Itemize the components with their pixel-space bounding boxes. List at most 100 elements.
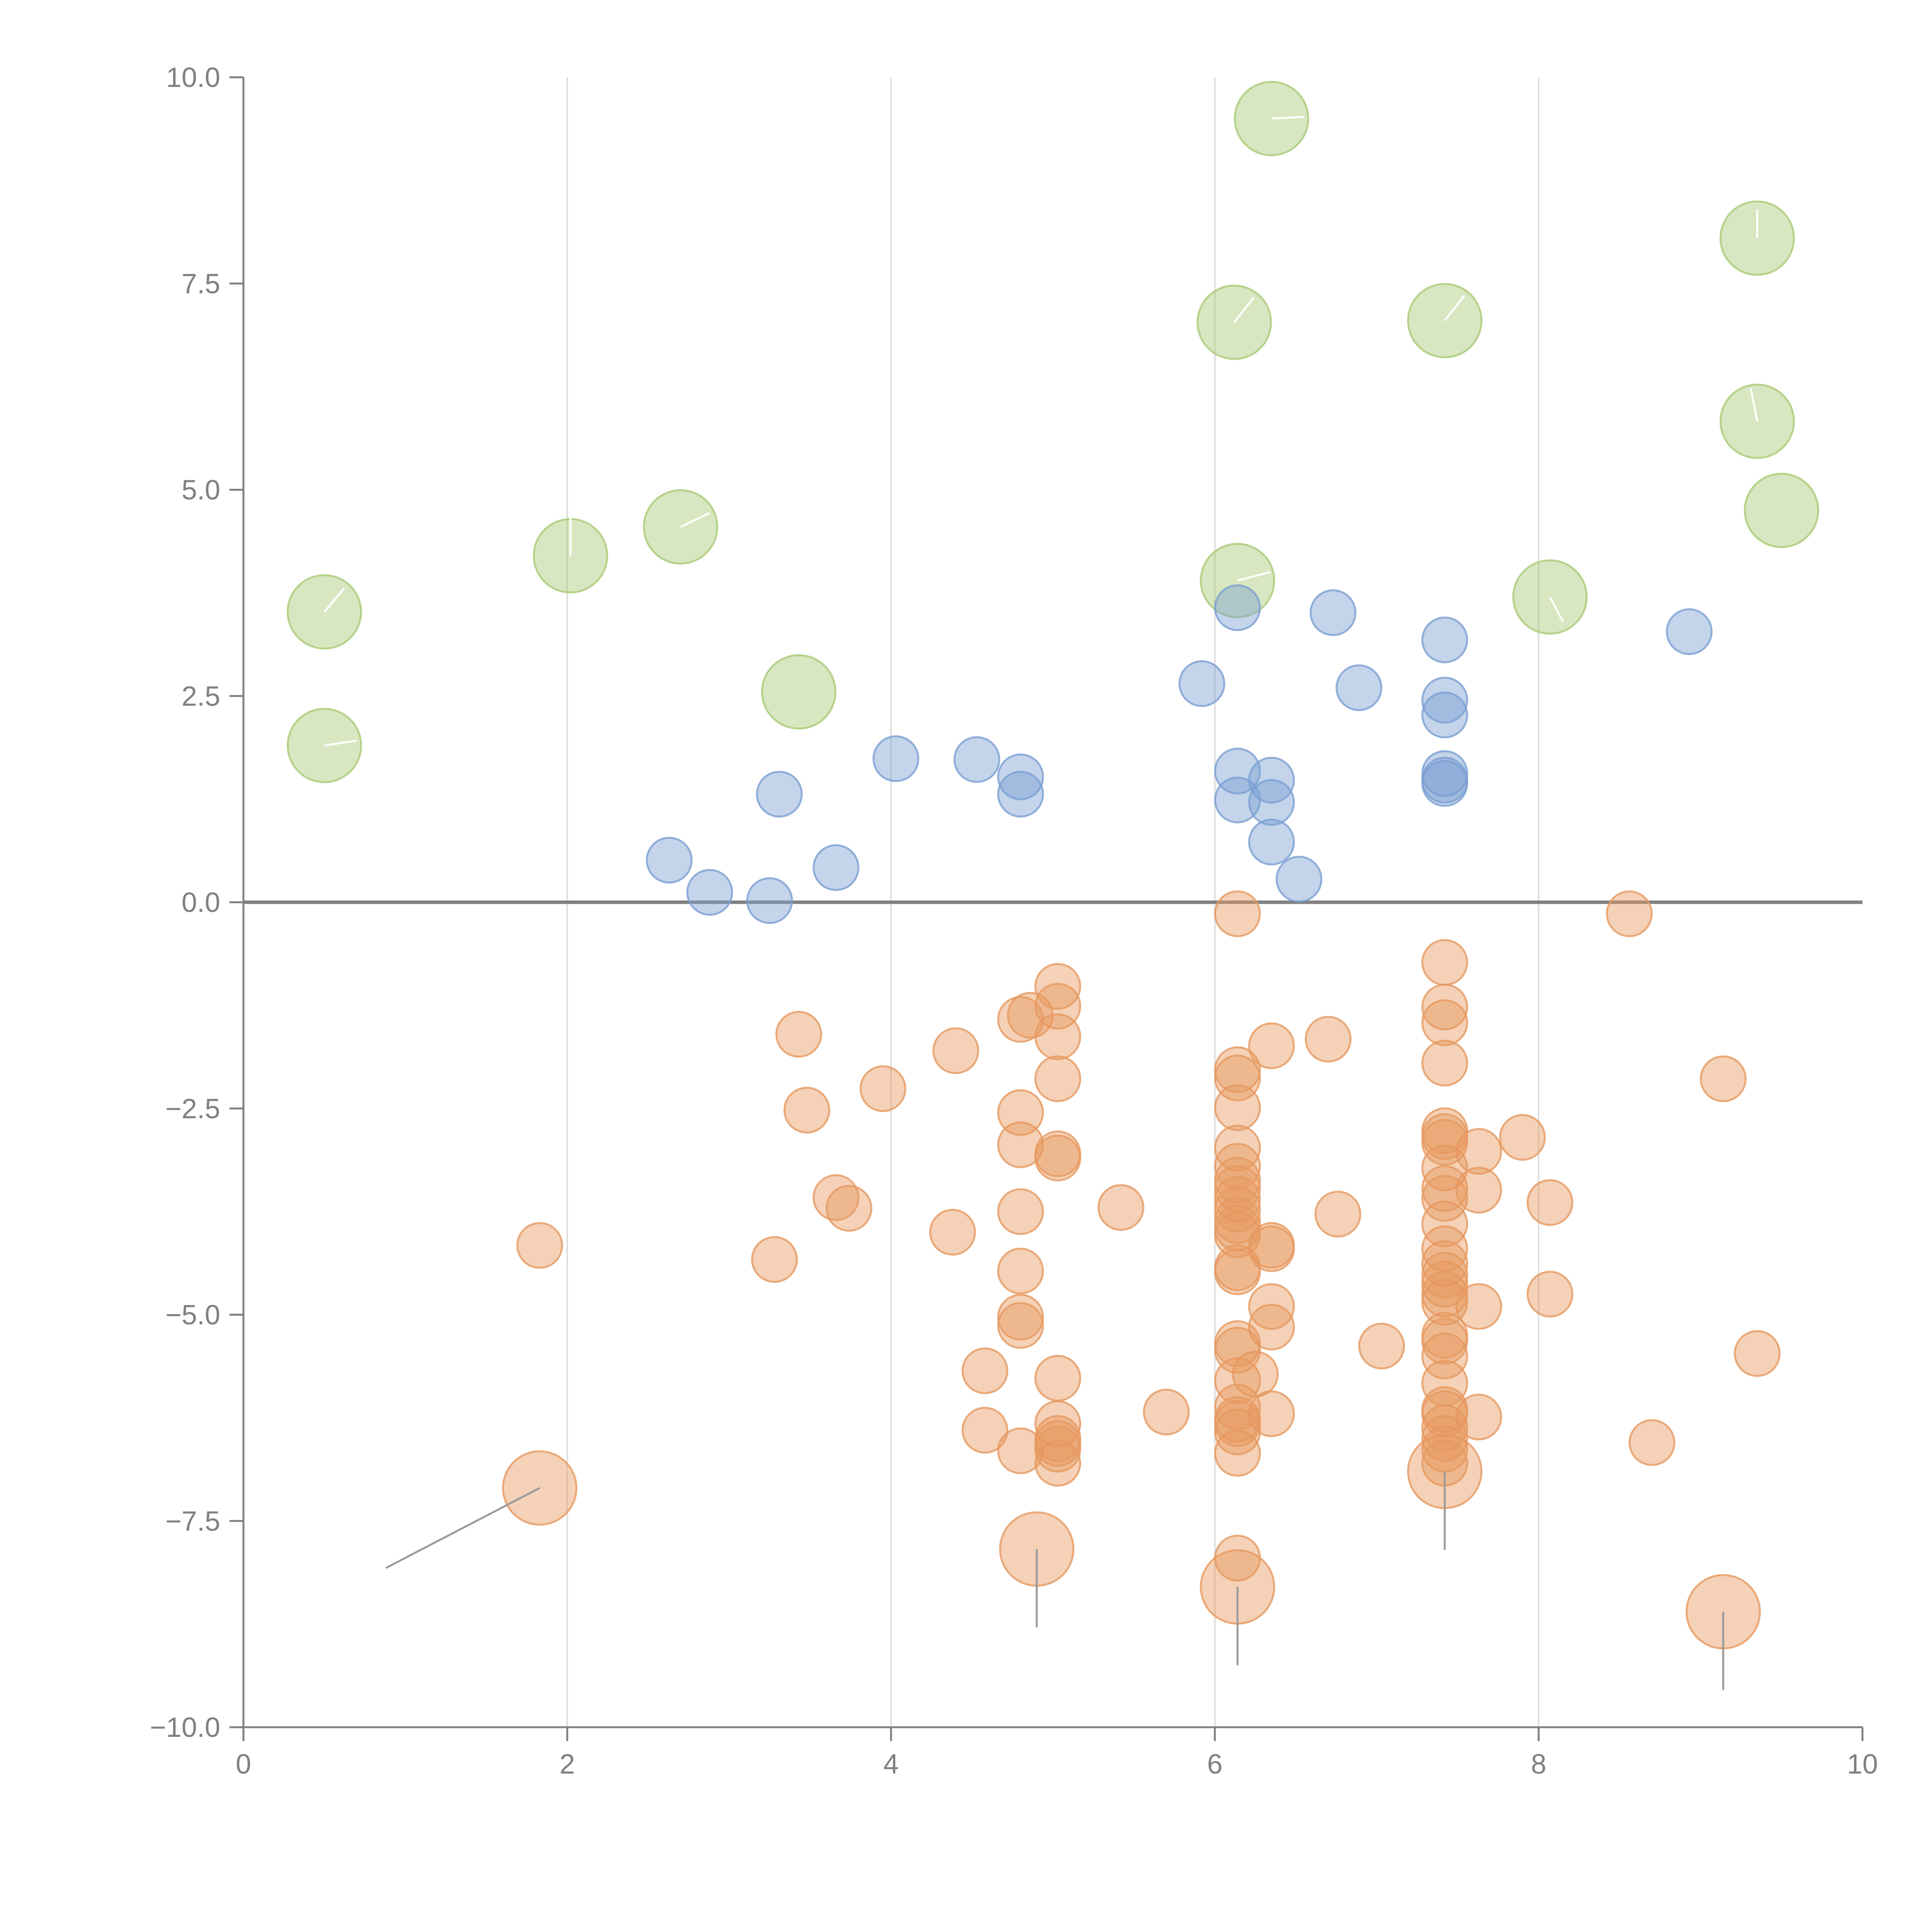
green-point-leader	[1549, 596, 1564, 622]
orange-point	[1248, 1283, 1295, 1330]
y-tick-label: −10.0	[150, 1712, 220, 1743]
blue-point	[686, 869, 733, 916]
orange-point	[1034, 1400, 1082, 1447]
orange-point	[1034, 1355, 1082, 1402]
blue-point	[1421, 677, 1468, 724]
blue-point	[1421, 760, 1468, 807]
y-tick-label: 0.0	[182, 887, 220, 918]
green-point-leader	[1237, 571, 1270, 582]
blue-point	[1276, 855, 1323, 903]
orange-point	[516, 1222, 563, 1269]
blue-point	[1666, 608, 1713, 655]
orange-point	[1034, 1055, 1082, 1102]
tick-labels: 0 2 4 6 8 10 10.0 7.5 5.0 2.5 0.0 −2.5 −5.0 −7.5 −10.0	[150, 62, 1878, 1780]
orange-point	[1421, 1165, 1468, 1212]
orange-point	[1143, 1388, 1190, 1435]
green-point-leader	[1271, 116, 1304, 120]
blue-point	[1421, 616, 1468, 663]
orange-point	[783, 1087, 830, 1134]
green-point-leader	[324, 740, 357, 747]
orange-point	[1214, 1248, 1261, 1295]
orange-point	[929, 1209, 976, 1256]
orange-point	[1421, 1318, 1468, 1365]
orange-point	[1214, 1185, 1261, 1233]
orange-point	[775, 1011, 822, 1058]
x-tick-label: 8	[1531, 1749, 1546, 1780]
orange-point	[1455, 1283, 1502, 1330]
orange-point	[1421, 1390, 1468, 1437]
orange-point	[1421, 1332, 1468, 1379]
orange-point	[1214, 1165, 1261, 1212]
green-point-leader	[1750, 388, 1759, 422]
orange-point	[1421, 999, 1468, 1046]
green-point-leader	[1444, 295, 1465, 321]
y-tick-label: 2.5	[182, 681, 220, 712]
orange-point	[997, 1427, 1044, 1475]
orange-point	[1034, 963, 1082, 1010]
orange-point	[1606, 890, 1653, 937]
orange-point	[825, 1185, 872, 1232]
orange-point	[1421, 1039, 1468, 1087]
x-tick-label: 10	[1847, 1749, 1878, 1780]
orange-point	[1314, 1190, 1361, 1238]
orange-point	[1421, 1415, 1468, 1462]
orange-point	[961, 1406, 1009, 1454]
green-point-leader	[323, 588, 345, 613]
orange-point	[1214, 1357, 1261, 1404]
orange-point	[997, 1247, 1044, 1294]
orange-point	[1421, 1279, 1468, 1326]
orange-point	[961, 1347, 1009, 1395]
blue-point	[813, 844, 860, 891]
orange-point	[1700, 1055, 1747, 1102]
orange-large-point-leader	[385, 1487, 540, 1569]
y-tick-label: 7.5	[182, 269, 220, 299]
orange-point	[997, 1188, 1044, 1235]
green-point	[761, 654, 837, 730]
x-tick-label: 4	[883, 1749, 899, 1780]
orange-point	[1214, 1430, 1261, 1477]
orange-point	[751, 1236, 798, 1283]
orange-point	[1034, 1440, 1082, 1487]
blue-point	[756, 770, 803, 818]
x-tick-label: 6	[1207, 1749, 1223, 1780]
y-tick-label: −2.5	[165, 1094, 220, 1124]
blue-point	[1214, 776, 1261, 823]
y-tick-label: −7.5	[165, 1506, 220, 1537]
blue-point	[1335, 664, 1383, 711]
x-tick-label: 2	[560, 1749, 575, 1780]
orange-point	[1034, 1134, 1082, 1182]
green-point-leader	[1233, 297, 1255, 323]
orange-point	[1421, 983, 1468, 1031]
y-tick-label: −5.0	[165, 1300, 220, 1331]
orange-point	[997, 1121, 1044, 1168]
blue-point	[1214, 584, 1261, 631]
orange-point	[859, 1065, 906, 1112]
orange-point	[997, 1302, 1044, 1349]
orange-point	[1455, 1128, 1502, 1175]
orange-point	[1628, 1419, 1675, 1466]
x-tick-label: 0	[236, 1749, 251, 1780]
orange-point	[1499, 1114, 1546, 1161]
data-points	[287, 81, 1819, 1690]
orange-point	[997, 1089, 1044, 1136]
blue-point	[646, 837, 693, 884]
orange-point	[1358, 1323, 1405, 1370]
blue-point	[1248, 779, 1295, 826]
orange-point	[1248, 1304, 1295, 1351]
blue-point	[1421, 691, 1468, 738]
blue-point	[953, 736, 1000, 783]
orange-point	[1214, 1124, 1261, 1172]
blue-point	[746, 877, 793, 924]
blue-point	[1248, 818, 1295, 866]
orange-point	[1304, 1015, 1352, 1063]
orange-point	[1214, 1084, 1261, 1131]
orange-point	[932, 1027, 980, 1074]
green-point-leader	[680, 512, 710, 528]
orange-point	[1097, 1184, 1145, 1231]
blue-point	[1178, 660, 1225, 707]
blue-point	[997, 770, 1044, 818]
orange-point	[1248, 1022, 1295, 1069]
blue-point	[997, 753, 1044, 800]
blue-point	[1310, 589, 1357, 636]
